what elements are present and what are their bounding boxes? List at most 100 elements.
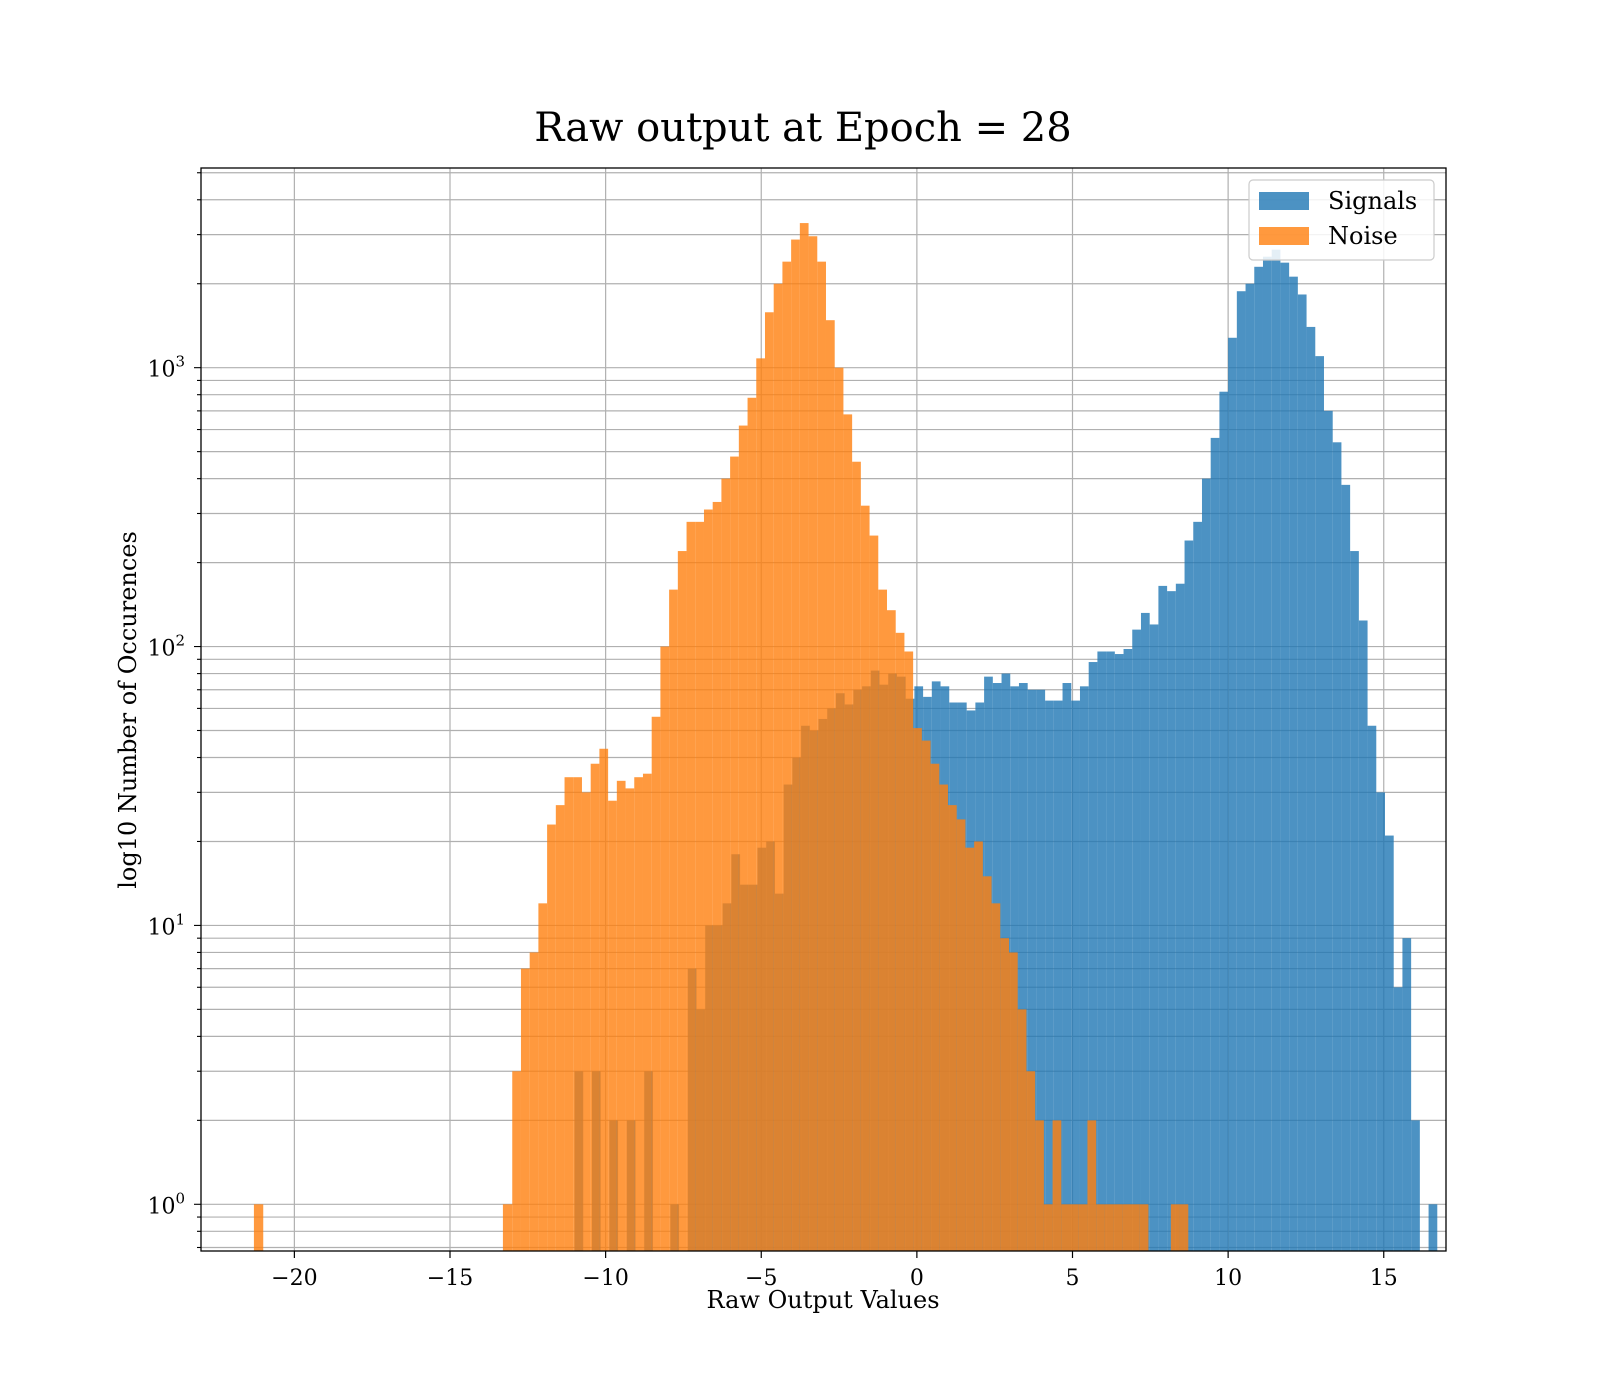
x-tick-label: 15 xyxy=(1370,1266,1398,1291)
noise-bar xyxy=(982,876,992,1251)
signals-bar xyxy=(1079,686,1089,1251)
signals-bar xyxy=(1123,648,1133,1251)
noise-bar xyxy=(1043,1204,1053,1251)
signals-bar xyxy=(1280,262,1290,1251)
y-axis-ticks: 100 101 102 103 xyxy=(147,172,201,1249)
noise-bar xyxy=(703,509,713,1252)
noise-bar xyxy=(1139,1204,1149,1251)
noise-bar xyxy=(721,478,731,1252)
noise-bar xyxy=(1017,1009,1027,1251)
noise-legend-label: Noise xyxy=(1328,222,1398,250)
histogram-bars xyxy=(253,223,1438,1252)
noise-bar xyxy=(825,320,835,1251)
signals-bar xyxy=(1341,484,1351,1252)
signals-bar xyxy=(1053,700,1063,1251)
signals-bar xyxy=(1106,651,1115,1251)
noise-bar xyxy=(930,763,940,1251)
noise-bar xyxy=(756,358,765,1251)
signals-bar xyxy=(1350,551,1359,1251)
signals-bar xyxy=(1323,410,1333,1251)
noise-bar xyxy=(1122,1204,1132,1251)
signals-bar xyxy=(1167,591,1176,1251)
noise-bar xyxy=(747,397,757,1252)
signals-bar xyxy=(1158,585,1168,1251)
plot-frame xyxy=(200,167,1447,1252)
chart-title: Raw output at Epoch = 28 xyxy=(534,105,1071,151)
noise-bar xyxy=(502,1204,513,1251)
noise-bar xyxy=(1113,1204,1123,1251)
noise-bar xyxy=(913,728,922,1251)
y-tick-label: 100 xyxy=(147,1189,185,1219)
noise-bar xyxy=(974,841,983,1251)
noise-bar xyxy=(520,968,530,1251)
noise-bar xyxy=(634,777,643,1251)
signals-bar xyxy=(1193,521,1202,1251)
noise-bar xyxy=(860,505,870,1251)
noise-bar xyxy=(529,952,539,1251)
signals-bar xyxy=(1036,689,1046,1251)
noise-bar xyxy=(1096,1204,1105,1251)
noise-bar xyxy=(660,646,670,1251)
noise-bar xyxy=(1009,952,1018,1251)
noise-bar xyxy=(886,610,896,1251)
signals-bar xyxy=(1140,612,1150,1251)
noise-bar xyxy=(1052,1120,1062,1251)
noise-bar xyxy=(686,521,696,1251)
signals-bar xyxy=(1149,624,1159,1251)
noise-bar xyxy=(581,792,591,1251)
x-axis-ticks: −20 −15 −10 −5 0 5 10 15 xyxy=(271,1251,1398,1291)
signals-bar xyxy=(1175,583,1185,1251)
noise-bar xyxy=(1026,1071,1036,1251)
signals-bar xyxy=(1271,249,1281,1251)
noise-bar xyxy=(921,740,931,1251)
noise-bar xyxy=(852,461,861,1251)
noise-bar xyxy=(965,847,975,1251)
noise-bar xyxy=(564,777,574,1251)
y-axis-label: log10 Number of Occurences xyxy=(114,531,142,889)
signals-bar xyxy=(1071,700,1080,1251)
noise-bar xyxy=(253,1204,264,1251)
signals-bar xyxy=(1045,700,1054,1251)
noise-bar xyxy=(669,589,678,1251)
noise-bar xyxy=(712,501,722,1252)
noise-bar xyxy=(573,777,582,1251)
noise-bar xyxy=(512,1071,521,1251)
signals-bar xyxy=(1132,629,1141,1251)
noise-bar xyxy=(1078,1204,1088,1251)
noise-bar xyxy=(869,535,879,1251)
signals-bar xyxy=(1358,620,1368,1251)
noise-bar xyxy=(764,312,774,1251)
signals-bar xyxy=(1184,540,1194,1251)
signals-bar xyxy=(1018,683,1028,1251)
legend: Signals Noise xyxy=(1248,179,1435,261)
x-tick-label: −5 xyxy=(745,1266,777,1291)
noise-bar xyxy=(555,805,565,1251)
noise-bar xyxy=(817,261,826,1251)
noise-legend-swatch xyxy=(1259,227,1309,245)
signals-bar xyxy=(1097,651,1107,1251)
signals-bar xyxy=(1219,391,1229,1251)
y-tick-label: 103 xyxy=(147,353,185,383)
noise-bar xyxy=(608,800,617,1251)
signals-bar xyxy=(1245,283,1255,1251)
signals-bar xyxy=(1210,437,1220,1252)
signals-bar xyxy=(1254,266,1263,1251)
signals-legend-swatch xyxy=(1259,192,1309,210)
noise-bar xyxy=(1061,1204,1071,1251)
noise-bar xyxy=(791,239,800,1252)
noise-bar xyxy=(1131,1204,1140,1251)
signals-bar xyxy=(1289,276,1298,1251)
signals-bar xyxy=(1411,1120,1420,1251)
noise-bar xyxy=(843,414,853,1252)
signals-bar xyxy=(1376,792,1385,1251)
noise-bar xyxy=(1000,938,1010,1251)
signals-bar xyxy=(1306,326,1316,1251)
signals-bar xyxy=(1393,987,1403,1251)
noise-bar xyxy=(738,425,748,1251)
x-tick-label: −15 xyxy=(427,1266,473,1291)
noise-bar xyxy=(878,589,887,1251)
noise-bar xyxy=(1087,1120,1097,1251)
noise-bar xyxy=(1070,1204,1079,1251)
noise-bar xyxy=(590,763,600,1251)
